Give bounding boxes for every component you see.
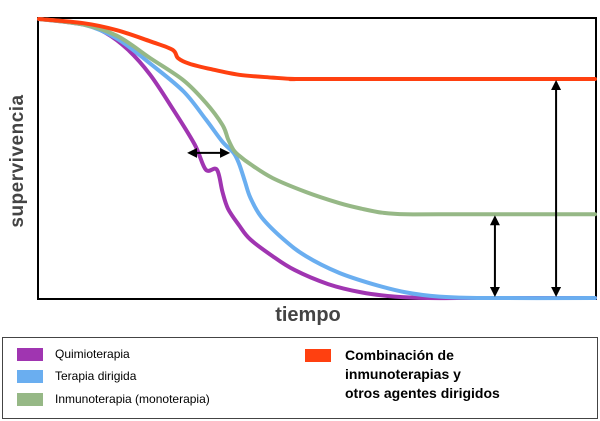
legend-swatch-inmunoterapia (17, 392, 43, 406)
series-line-combinacion (37, 17, 597, 82)
legend-item-terapia-dirigida: Terapia dirigida (17, 369, 136, 383)
legend: Quimioterapia Terapia dirigida Inmunoter… (2, 337, 598, 419)
legend-label-quimioterapia: Quimioterapia (55, 347, 130, 361)
legend-swatch-terapia-dirigida (17, 369, 43, 383)
annotation-layer (187, 79, 562, 297)
legend-label-inmunoterapia: Inmunoterapia (monoterapia) (55, 392, 210, 406)
legend-item-combinacion: Combinación de inmunoterapias y otros ag… (305, 346, 500, 403)
legend-item-quimioterapia: Quimioterapia (17, 347, 130, 361)
legend-label-combinacion: Combinación de inmunoterapias y otros ag… (345, 347, 500, 401)
x-axis-label: tiempo (275, 304, 341, 326)
series-line-inmunoterapia (37, 17, 597, 217)
legend-swatch-combinacion (305, 349, 331, 362)
legend-swatch-quimioterapia (17, 347, 43, 361)
legend-item-inmunoterapia: Inmunoterapia (monoterapia) (17, 392, 210, 406)
y-axis-label: supervivencia (7, 94, 28, 228)
series-layer (37, 17, 597, 301)
series-line-quimioterapia (37, 17, 597, 301)
series-line-terapia-dirigida (37, 17, 597, 301)
plot-frame (37, 17, 597, 300)
legend-label-terapia-dirigida: Terapia dirigida (55, 369, 137, 383)
